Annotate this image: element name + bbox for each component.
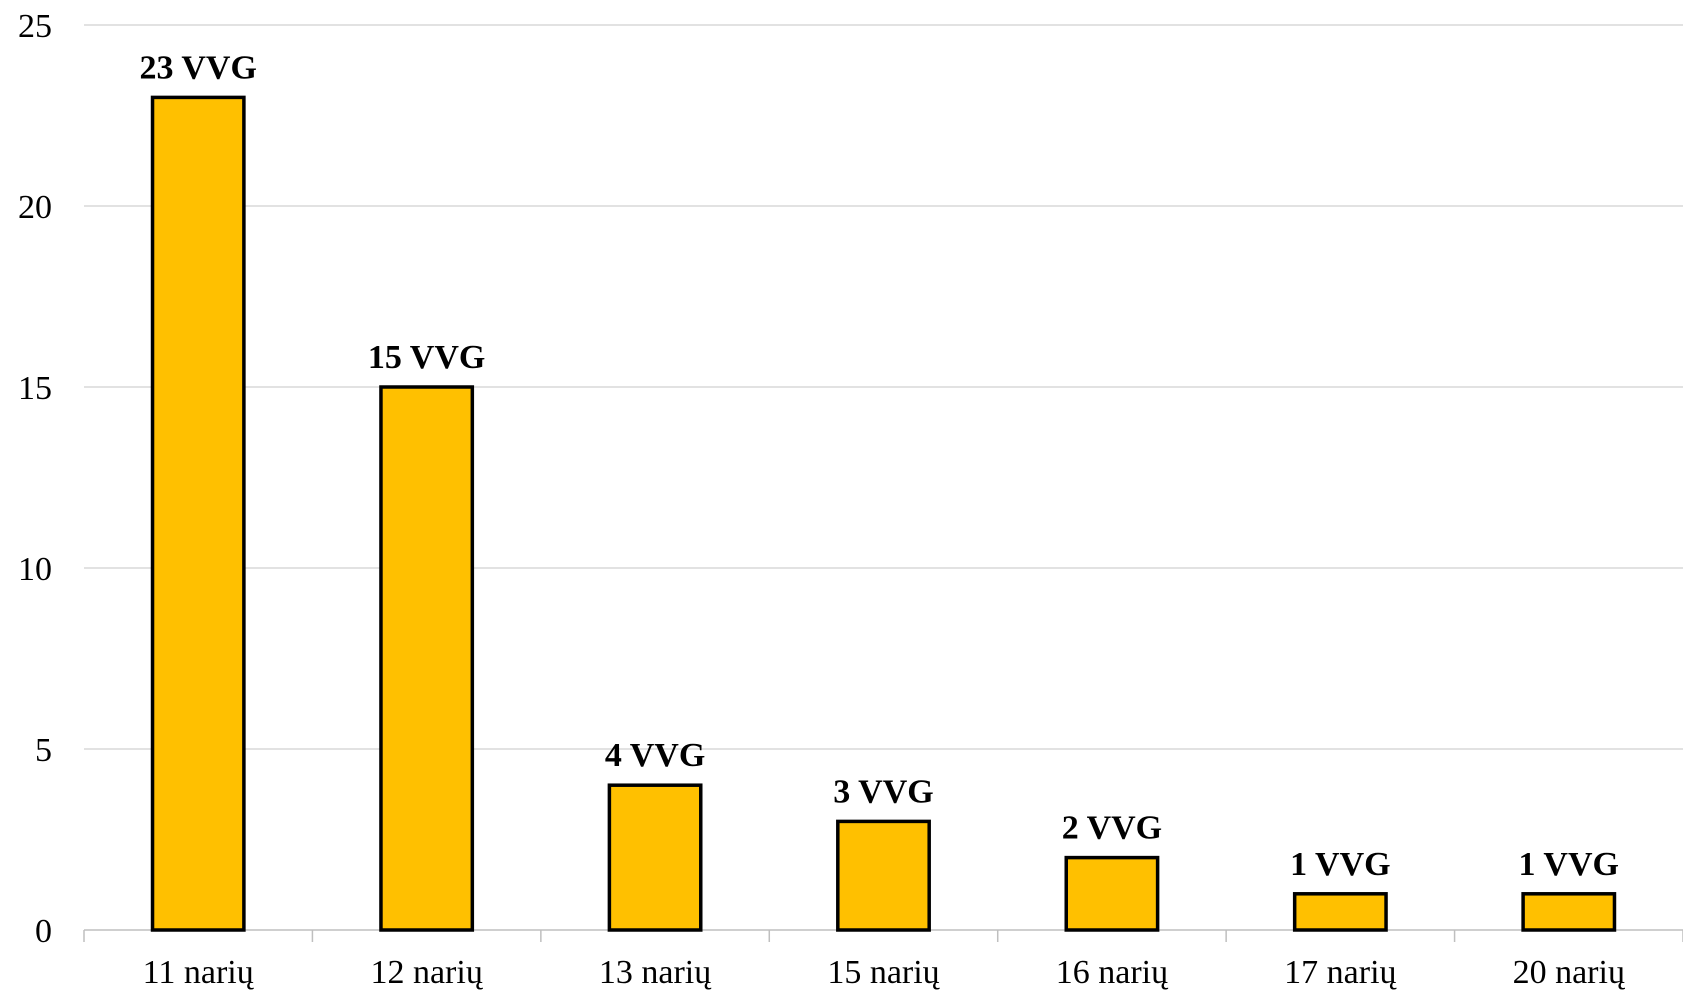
bars (150, 95, 1617, 932)
bar (1292, 892, 1388, 932)
data-labels: 23 VVG 15 VVG 4 VVG 3 VVG 2 VVG 1 VVG 1 VVG (139, 49, 1619, 882)
bar (379, 385, 475, 932)
bar (836, 819, 931, 932)
y-tick-label: 15 (18, 370, 52, 407)
y-tick-label: 5 (35, 732, 52, 769)
y-axis-ticks: 0 5 10 15 20 25 (18, 8, 52, 950)
bar (1064, 855, 1160, 932)
x-tick-label: 20 narių (1513, 954, 1626, 991)
bar-data-label: 1 VVG (1290, 846, 1390, 883)
bar (150, 95, 246, 932)
x-tick-label: 17 narių (1284, 954, 1397, 991)
x-tick-label: 16 narių (1056, 954, 1169, 991)
bar-data-label: 3 VVG (833, 773, 933, 810)
x-axis-tick-marks (83, 930, 1683, 942)
y-tick-label: 10 (18, 551, 52, 588)
x-tick-label: 15 narių (827, 954, 940, 991)
x-axis-ticks: 11 narių 12 narių 13 narių 15 narių 16 narių… (143, 954, 1626, 991)
y-tick-label: 25 (18, 8, 52, 45)
bar-data-label: 4 VVG (605, 737, 705, 774)
bar-data-label: 23 VVG (139, 49, 256, 86)
bar-data-label: 1 VVG (1519, 846, 1619, 883)
bar (1521, 892, 1617, 932)
bar-data-label: 2 VVG (1062, 810, 1162, 847)
bar-data-label: 15 VVG (368, 339, 485, 376)
x-tick-label: 12 narių (370, 954, 483, 991)
gridlines (84, 24, 1683, 750)
bar (607, 783, 703, 932)
x-tick-label: 13 narių (599, 954, 712, 991)
y-tick-label: 20 (18, 189, 52, 226)
y-tick-label: 0 (35, 913, 52, 950)
x-tick-label: 11 narių (143, 954, 255, 991)
